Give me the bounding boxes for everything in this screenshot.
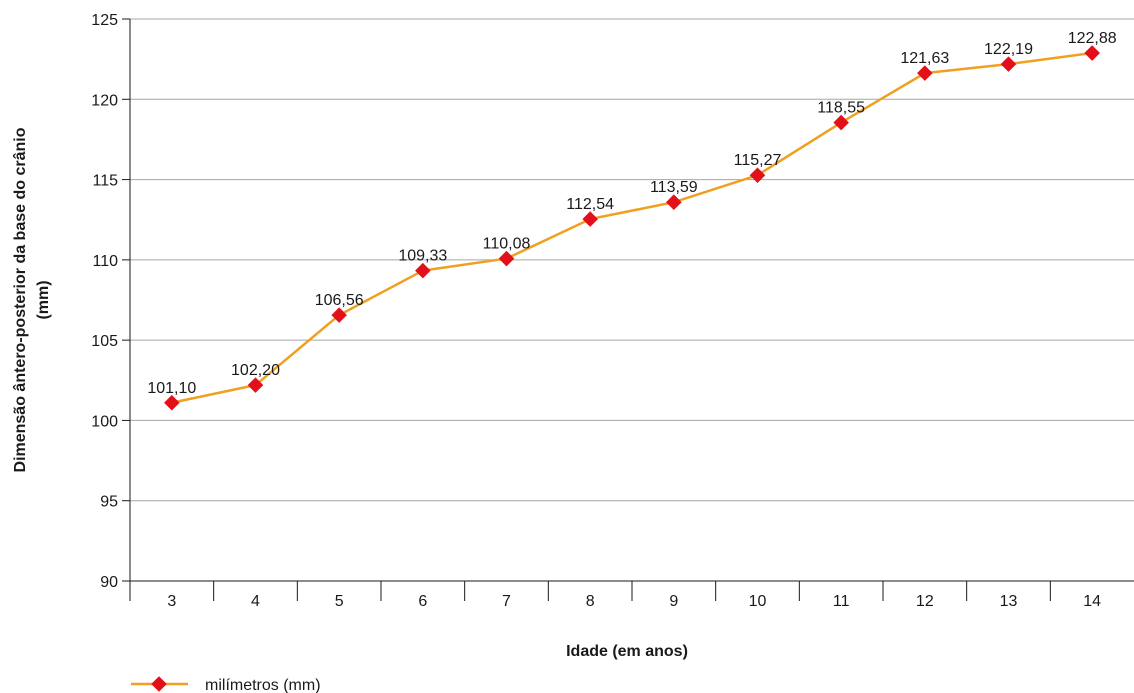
x-tick-label-3: 3 [167, 593, 176, 610]
series-line [171, 51, 1093, 404]
y-tick-label-100: 100 [91, 413, 118, 430]
x-tick-label-8: 8 [586, 593, 595, 610]
data-point-14 [1084, 45, 1100, 61]
y-tick-label-125: 125 [91, 12, 118, 29]
x-tick-label-6: 6 [418, 593, 427, 610]
x-tick-label-10: 10 [749, 593, 767, 610]
data-label-14: 122,88 [1068, 30, 1117, 47]
x-tick-label-11: 11 [833, 593, 850, 610]
x-tick-labels: 3 4 5 6 7 8 9 10 11 12 13 14 [167, 593, 1101, 610]
grid-lines [130, 18, 1134, 502]
data-point-12 [917, 65, 933, 81]
data-label-11: 118,55 [817, 100, 865, 117]
y-axis-title: Dimensão ântero-posterior da base do crâ… [12, 127, 29, 472]
y-tick-label-115: 115 [92, 173, 118, 190]
axes [122, 18, 1134, 601]
x-tick-label-5: 5 [335, 593, 344, 610]
y-tick-labels: 90 95 100 105 110 115 120 125 [91, 12, 118, 591]
data-label-13: 122,19 [984, 41, 1033, 58]
data-point-3 [164, 394, 180, 411]
x-tick-label-4: 4 [251, 593, 260, 610]
legend: milímetros (mm) [131, 676, 321, 693]
y-tick-label-95: 95 [100, 494, 118, 511]
data-label-3: 101,10 [147, 380, 196, 397]
data-labels: 101,10 102,20 106,56 109,33 110,08 112,54 113,… [147, 30, 1116, 397]
data-label-7: 110,08 [483, 236, 531, 253]
series-milimetros [164, 45, 1100, 411]
x-tick-label-7: 7 [502, 593, 511, 610]
y-tick-label-120: 120 [91, 92, 118, 109]
x-tick-label-14: 14 [1083, 593, 1101, 610]
data-point-8 [582, 211, 598, 227]
data-point-13 [1000, 56, 1017, 72]
legend-marker [151, 676, 167, 692]
data-label-4: 102,20 [231, 362, 280, 379]
data-label-9: 113,59 [650, 179, 698, 196]
data-label-10: 115,27 [734, 152, 782, 169]
x-tick-label-9: 9 [669, 593, 678, 610]
data-point-6 [415, 262, 431, 279]
x-tick-label-13: 13 [1000, 593, 1018, 610]
y-axis-title-unit: (mm) [35, 280, 52, 319]
data-point-9 [666, 194, 682, 210]
data-label-6: 109,33 [398, 248, 447, 265]
data-label-12: 121,63 [900, 50, 949, 67]
data-label-8: 112,54 [566, 196, 614, 213]
x-tick-label-12: 12 [916, 593, 934, 610]
data-label-5: 106,56 [315, 292, 364, 309]
data-point-7 [498, 250, 515, 267]
y-tick-label-110: 110 [92, 253, 118, 270]
legend-label: milímetros (mm) [205, 677, 321, 693]
y-tick-label-105: 105 [91, 333, 118, 350]
data-point-10 [749, 167, 766, 184]
y-tick-label-90: 90 [100, 574, 118, 591]
data-point-11 [833, 114, 849, 131]
x-axis-title: Idade (em anos) [566, 643, 688, 660]
